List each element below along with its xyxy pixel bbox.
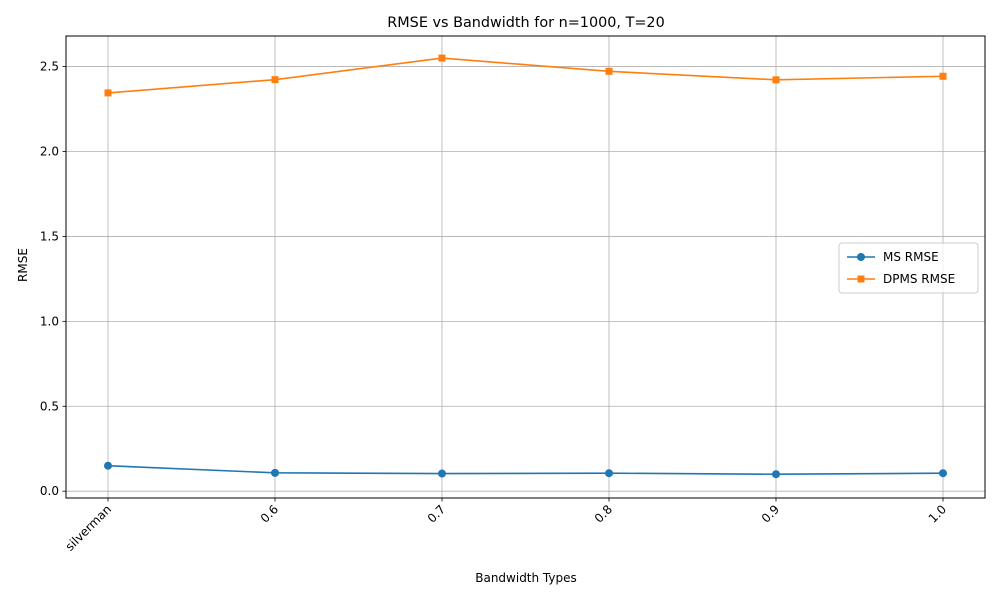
x-axis-title: Bandwidth Types xyxy=(475,571,577,585)
y-axis-title: RMSE xyxy=(16,248,30,282)
series-0 xyxy=(104,461,947,479)
plot-frame xyxy=(65,35,986,499)
legend-swatch-marker xyxy=(857,253,865,261)
y-tick-label: 1.5 xyxy=(40,229,59,243)
data-point xyxy=(104,89,112,97)
data-point xyxy=(605,469,613,478)
legend: MS RMSE DPMS RMSE xyxy=(838,242,979,294)
legend-label: DPMS RMSE xyxy=(883,272,955,286)
series-line xyxy=(107,57,944,94)
data-point xyxy=(939,72,947,80)
series-1 xyxy=(104,54,947,97)
chart-title: RMSE vs Bandwidth for n=1000, T=20 xyxy=(387,15,664,31)
series xyxy=(104,54,947,479)
data-point xyxy=(271,468,279,477)
data-point xyxy=(772,470,780,479)
x-tick-label: 1.0 xyxy=(926,502,949,525)
legend-item: MS RMSE xyxy=(847,250,939,264)
y-tick-label: 0.0 xyxy=(40,484,59,498)
data-point xyxy=(104,461,112,470)
data-point xyxy=(438,469,446,478)
x-tick-label: 0.8 xyxy=(592,502,615,525)
x-tick-label: 0.6 xyxy=(258,502,281,525)
x-tick-label: 0.9 xyxy=(759,502,782,525)
y-tick-label: 0.5 xyxy=(40,399,59,413)
legend-label: MS RMSE xyxy=(883,250,939,264)
y-tick-label: 2.5 xyxy=(40,60,59,74)
y-tick-label: 2.0 xyxy=(40,145,59,159)
data-point xyxy=(939,469,947,478)
x-tick-label: silverman xyxy=(63,502,114,553)
data-point xyxy=(605,67,613,75)
data-point xyxy=(772,76,780,84)
data-point xyxy=(271,76,279,84)
legend-item: DPMS RMSE xyxy=(847,272,955,286)
legend-box xyxy=(838,242,979,294)
legend-swatch-marker xyxy=(857,275,865,283)
x-tick-label: 0.7 xyxy=(425,502,448,525)
y-tick-label: 1.0 xyxy=(40,314,59,328)
series-line xyxy=(107,464,944,476)
axis-ticks: silverman 0.6 0.7 0.8 0.9 1.0 0.0 0.5 1.0 1.5 2.0 2… xyxy=(40,60,949,554)
data-point xyxy=(438,54,446,62)
